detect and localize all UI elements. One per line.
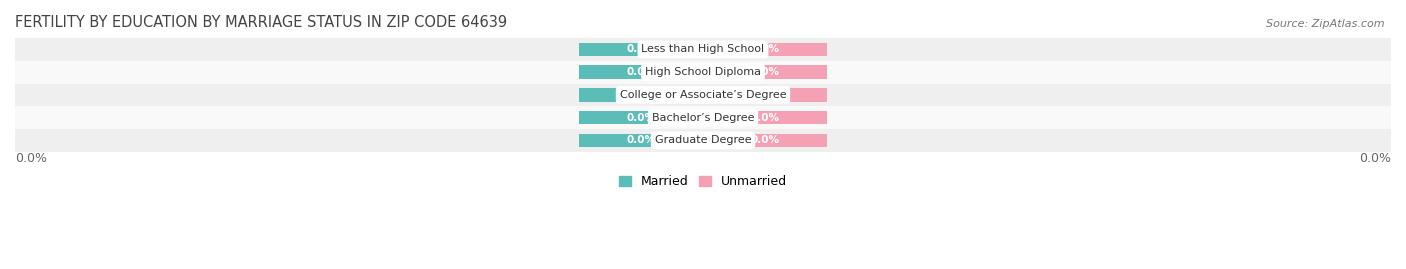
Bar xyxy=(15,38,1391,61)
Text: 0.0%: 0.0% xyxy=(751,135,779,145)
Text: 0.0%: 0.0% xyxy=(751,90,779,100)
Text: 0.0%: 0.0% xyxy=(751,67,779,77)
Bar xyxy=(15,106,1391,129)
Text: 0.0%: 0.0% xyxy=(627,113,655,123)
Legend: Married, Unmarried: Married, Unmarried xyxy=(613,170,793,193)
Bar xyxy=(579,111,703,125)
Bar xyxy=(703,111,827,125)
Bar xyxy=(703,88,827,102)
Bar xyxy=(703,133,827,147)
Text: 0.0%: 0.0% xyxy=(15,152,46,165)
Bar xyxy=(15,61,1391,84)
Bar xyxy=(579,88,703,102)
Text: 0.0%: 0.0% xyxy=(627,44,655,55)
Bar xyxy=(579,65,703,79)
Text: Bachelor’s Degree: Bachelor’s Degree xyxy=(652,113,754,123)
Bar xyxy=(703,65,827,79)
Text: High School Diploma: High School Diploma xyxy=(645,67,761,77)
Text: Graduate Degree: Graduate Degree xyxy=(655,135,751,145)
Text: 0.0%: 0.0% xyxy=(751,113,779,123)
Bar xyxy=(579,133,703,147)
Text: FERTILITY BY EDUCATION BY MARRIAGE STATUS IN ZIP CODE 64639: FERTILITY BY EDUCATION BY MARRIAGE STATU… xyxy=(15,15,508,30)
Bar xyxy=(703,43,827,56)
Text: Less than High School: Less than High School xyxy=(641,44,765,55)
Text: 0.0%: 0.0% xyxy=(627,67,655,77)
Text: Source: ZipAtlas.com: Source: ZipAtlas.com xyxy=(1267,19,1385,29)
Bar xyxy=(15,129,1391,152)
Text: 0.0%: 0.0% xyxy=(751,44,779,55)
Bar xyxy=(579,43,703,56)
Text: 0.0%: 0.0% xyxy=(627,135,655,145)
Bar xyxy=(15,84,1391,106)
Text: College or Associate’s Degree: College or Associate’s Degree xyxy=(620,90,786,100)
Text: 0.0%: 0.0% xyxy=(627,90,655,100)
Text: 0.0%: 0.0% xyxy=(1360,152,1391,165)
